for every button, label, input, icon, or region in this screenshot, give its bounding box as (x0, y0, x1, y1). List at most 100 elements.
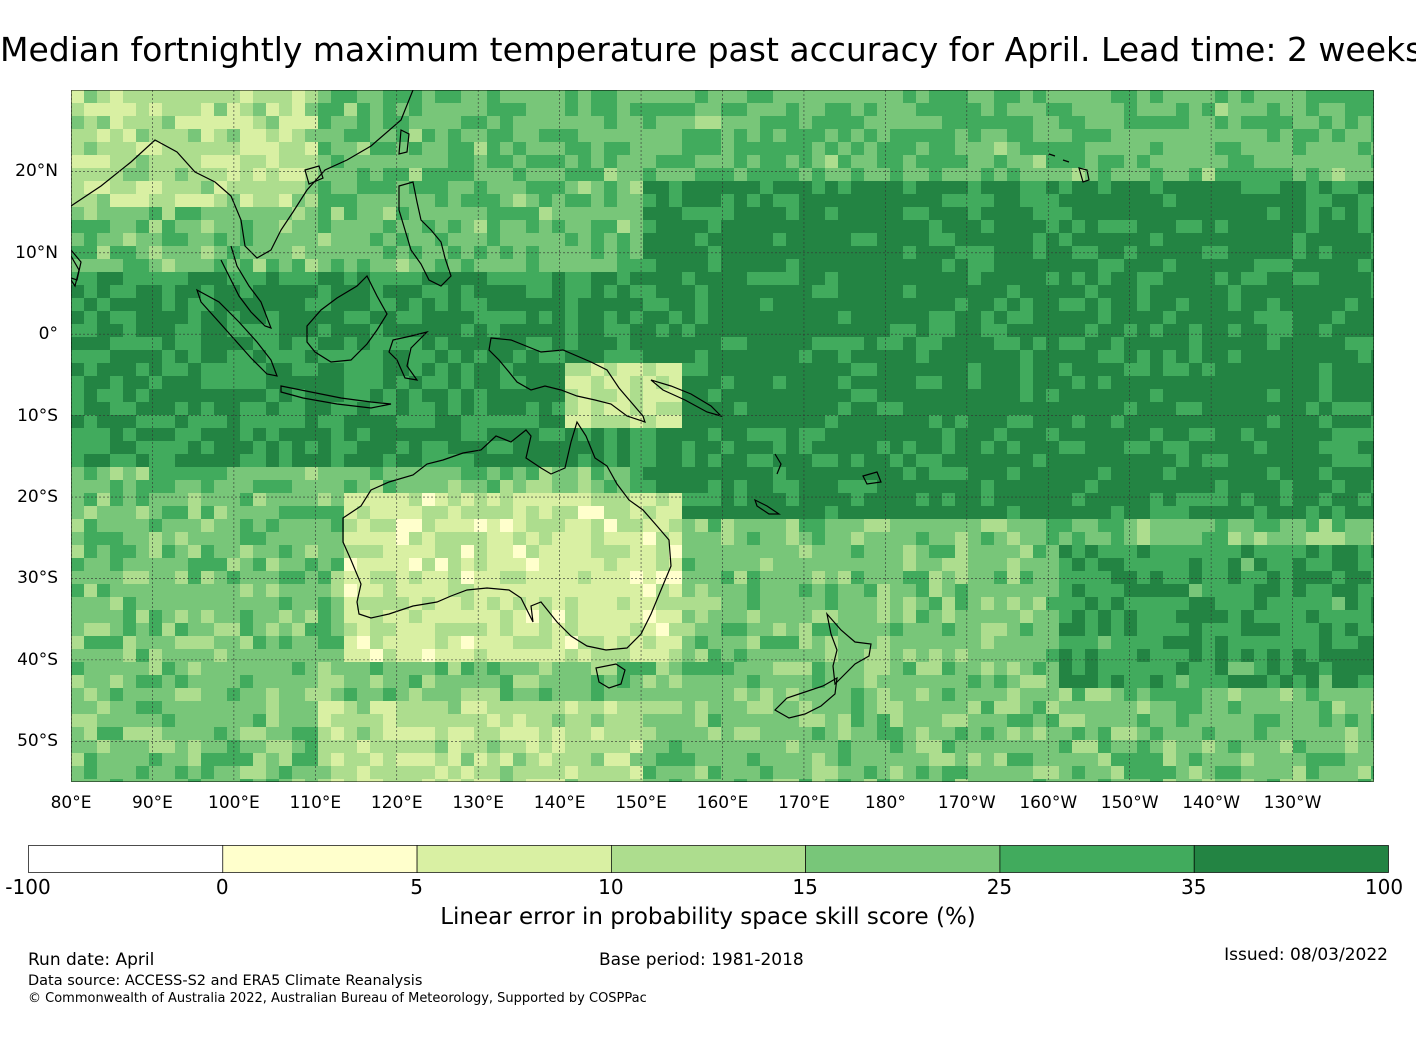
skill-cell (851, 285, 865, 299)
skill-cell (942, 480, 956, 494)
skill-cell (318, 571, 332, 585)
skill-cell (955, 415, 969, 429)
skill-cell (773, 220, 787, 234)
skill-cell (799, 181, 813, 195)
skill-cell (513, 415, 527, 429)
skill-cell (279, 298, 293, 312)
skill-cell (916, 649, 930, 663)
skill-cell (318, 142, 332, 156)
skill-cell (1215, 714, 1229, 728)
skill-cell (357, 350, 371, 364)
skill-cell (1267, 298, 1281, 312)
skill-cell (305, 454, 319, 468)
skill-cell (1176, 181, 1190, 195)
skill-cell (279, 506, 293, 520)
skill-cell (591, 168, 605, 182)
skill-cell (266, 493, 280, 507)
skill-cell (747, 493, 761, 507)
skill-cell (1111, 428, 1125, 442)
skill-cell (1215, 363, 1229, 377)
skill-cell (825, 389, 839, 403)
skill-cell (773, 649, 787, 663)
skill-cell (942, 311, 956, 325)
skill-cell (448, 103, 462, 117)
skill-cell (695, 181, 709, 195)
skill-cell (721, 181, 735, 195)
skill-cell (1072, 662, 1086, 676)
skill-cell (604, 90, 618, 104)
skill-cell (409, 428, 423, 442)
skill-cell (1176, 207, 1190, 221)
skill-cell (604, 259, 618, 273)
skill-cell (929, 142, 943, 156)
skill-cell (916, 636, 930, 650)
skill-cell (292, 558, 306, 572)
skill-cell (487, 298, 501, 312)
skill-cell (1241, 701, 1255, 715)
skill-cell (929, 103, 943, 117)
skill-cell (500, 662, 514, 676)
skill-cell (1059, 298, 1073, 312)
skill-cell (396, 441, 410, 455)
skill-cell (799, 493, 813, 507)
skill-cell (1345, 454, 1359, 468)
skill-cell (929, 311, 943, 325)
skill-cell (370, 441, 384, 455)
skill-cell (1111, 649, 1125, 663)
skill-cell (1163, 649, 1177, 663)
skill-cell (1306, 337, 1320, 351)
skill-cell (1358, 675, 1372, 689)
skill-cell (630, 129, 644, 143)
skill-cell (1189, 506, 1203, 520)
skill-cell (318, 454, 332, 468)
skill-cell (994, 662, 1008, 676)
skill-cell (409, 363, 423, 377)
skill-cell (682, 558, 696, 572)
skill-cell (682, 467, 696, 481)
skill-cell (396, 675, 410, 689)
skill-cell (877, 532, 891, 546)
skill-cell (227, 90, 241, 104)
skill-cell (71, 389, 85, 403)
skill-cell (578, 207, 592, 221)
skill-cell (292, 207, 306, 221)
skill-cell (1189, 389, 1203, 403)
skill-cell (669, 311, 683, 325)
skill-cell (1111, 597, 1125, 611)
skill-cell (942, 467, 956, 481)
skill-cell (1293, 467, 1307, 481)
skill-cell (838, 545, 852, 559)
skill-cell (526, 181, 540, 195)
skill-cell (1345, 129, 1359, 143)
skill-cell (279, 103, 293, 117)
skill-cell (1345, 415, 1359, 429)
skill-cell (344, 103, 358, 117)
skill-cell (682, 142, 696, 156)
skill-cell (253, 662, 267, 676)
skill-cell (1189, 649, 1203, 663)
skill-cell (825, 493, 839, 507)
skill-cell (1202, 428, 1216, 442)
skill-cell (825, 324, 839, 338)
skill-cell (1345, 285, 1359, 299)
skill-cell (136, 714, 150, 728)
skill-cell (630, 493, 644, 507)
skill-cell (903, 480, 917, 494)
skill-cell (487, 623, 501, 637)
skill-cell (539, 116, 553, 130)
skill-cell (253, 441, 267, 455)
skill-cell (253, 519, 267, 533)
skill-cell (266, 428, 280, 442)
skill-cell (1124, 584, 1138, 598)
skill-cell (1371, 168, 1374, 182)
skill-cell (552, 675, 566, 689)
skill-cell (721, 428, 735, 442)
skill-cell (123, 246, 137, 260)
skill-cell (370, 389, 384, 403)
skill-cell (71, 233, 85, 247)
skill-cell (318, 298, 332, 312)
skill-cell (162, 558, 176, 572)
skill-cell (357, 662, 371, 676)
skill-cell (734, 428, 748, 442)
skill-cell (1176, 389, 1190, 403)
